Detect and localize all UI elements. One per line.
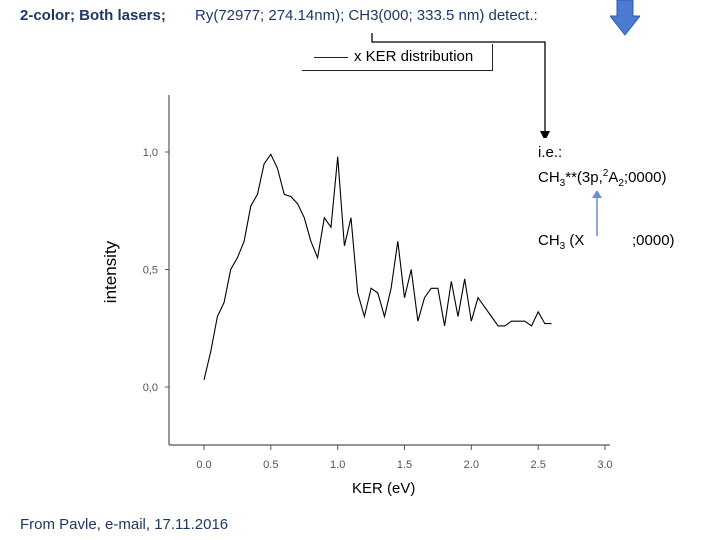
y-axis-label: intensity bbox=[101, 240, 121, 304]
y-tick-label: 0,5 bbox=[143, 265, 158, 277]
x-tick-label: 1.0 bbox=[330, 459, 345, 471]
y-tick-label: 1,0 bbox=[143, 147, 158, 159]
series-line bbox=[203, 153, 552, 381]
y-tick-label: 0,0 bbox=[143, 382, 158, 394]
up-arrow-icon bbox=[592, 190, 602, 236]
annot3-part0: CH bbox=[538, 232, 560, 249]
x-tick-label: 3.0 bbox=[597, 459, 612, 471]
annotation-line-2: CH3**(3p,2A2;0000) bbox=[538, 168, 666, 189]
x-axis-label: KER (eV) bbox=[352, 480, 416, 497]
annotation-box: i.e.: CH3**(3p,2A2;0000) CH3 (X ;0000) bbox=[528, 138, 700, 260]
annot2-part2: **(3p, bbox=[565, 169, 603, 186]
legend-label: x KER distribution bbox=[354, 48, 474, 65]
annotation-line-3: CH3 (X bbox=[538, 232, 584, 252]
legend: x KER distribution bbox=[302, 44, 493, 71]
x-tick-label: 1.5 bbox=[397, 459, 412, 471]
x-tick-label: 0.5 bbox=[263, 459, 278, 471]
down-arrow-icon bbox=[610, 0, 640, 36]
header-right: Ry(72977; 274.14nm); CH3(000; 333.5 nm) … bbox=[195, 7, 538, 24]
x-tick-label: 2.0 bbox=[464, 459, 479, 471]
annot2-part6: ;0000) bbox=[623, 169, 667, 186]
annot2-part4: A bbox=[608, 169, 619, 186]
connector-arrow-icon bbox=[371, 33, 550, 141]
legend-swatch bbox=[314, 57, 348, 58]
annot2-sup: 2 bbox=[602, 168, 609, 179]
annot2-part0: CH bbox=[538, 169, 560, 186]
annot3-sub: 3 bbox=[559, 241, 566, 252]
annotation-line-3-tail: ;0000) bbox=[632, 232, 675, 249]
x-tick-label: 0.0 bbox=[196, 459, 211, 471]
annot3-part2: (X bbox=[565, 232, 585, 249]
annot2-sub: 3 bbox=[559, 178, 566, 189]
footer-note: From Pavle, e-mail, 17.11.2016 bbox=[20, 516, 229, 533]
header-left: 2-color; Both lasers; bbox=[20, 7, 166, 24]
annot2-sub2: 2 bbox=[618, 178, 624, 189]
x-tick-label: 2.5 bbox=[531, 459, 546, 471]
annotation-line-1: i.e.: bbox=[538, 144, 563, 161]
